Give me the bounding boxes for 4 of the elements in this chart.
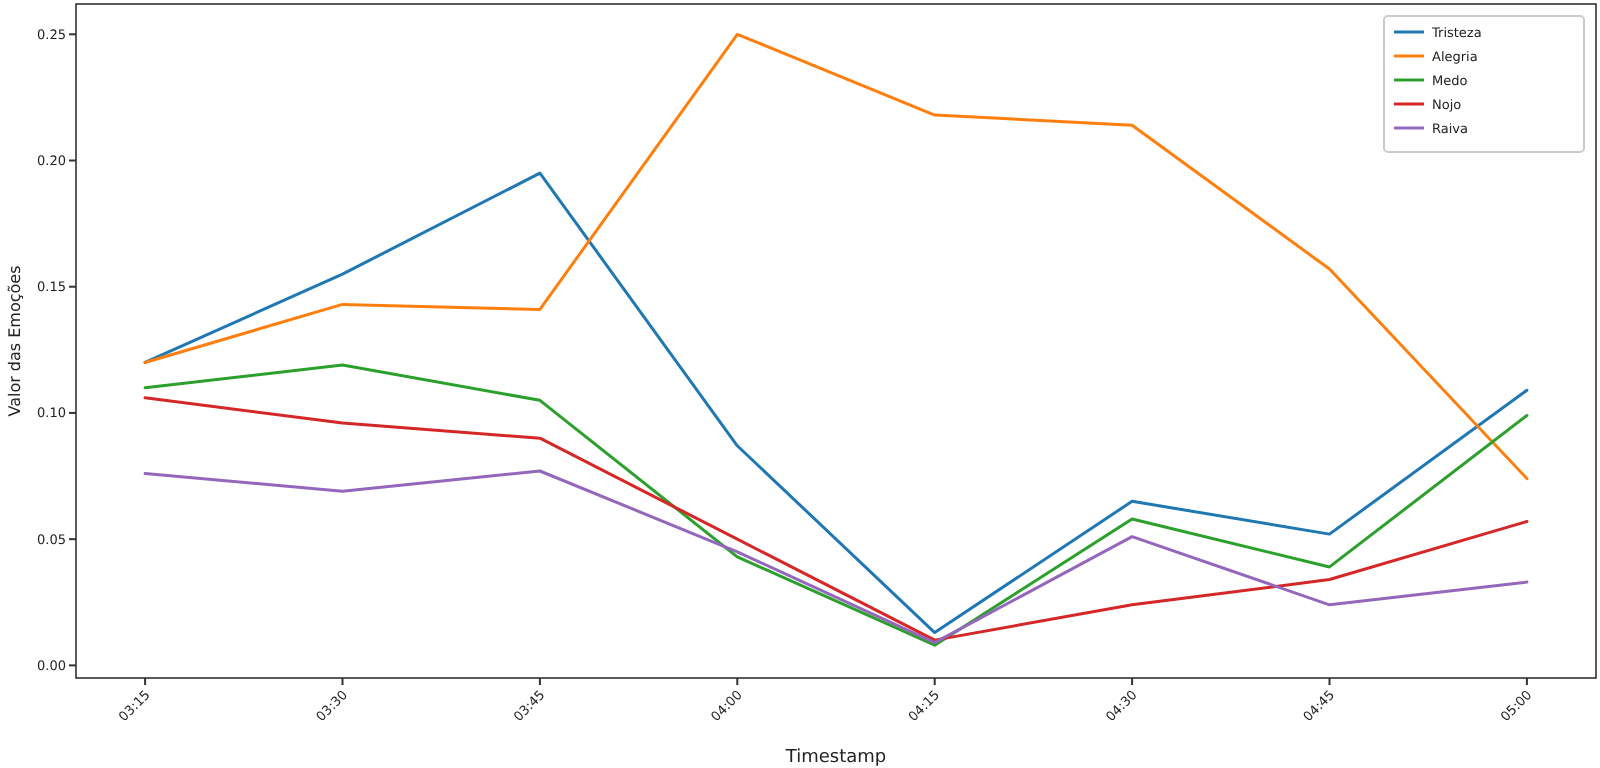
y-axis-title: Valor das Emoções bbox=[5, 265, 24, 417]
x-axis-title: Timestamp bbox=[783, 748, 887, 768]
line-series bbox=[143, 171, 1529, 635]
line-series bbox=[143, 469, 1529, 645]
